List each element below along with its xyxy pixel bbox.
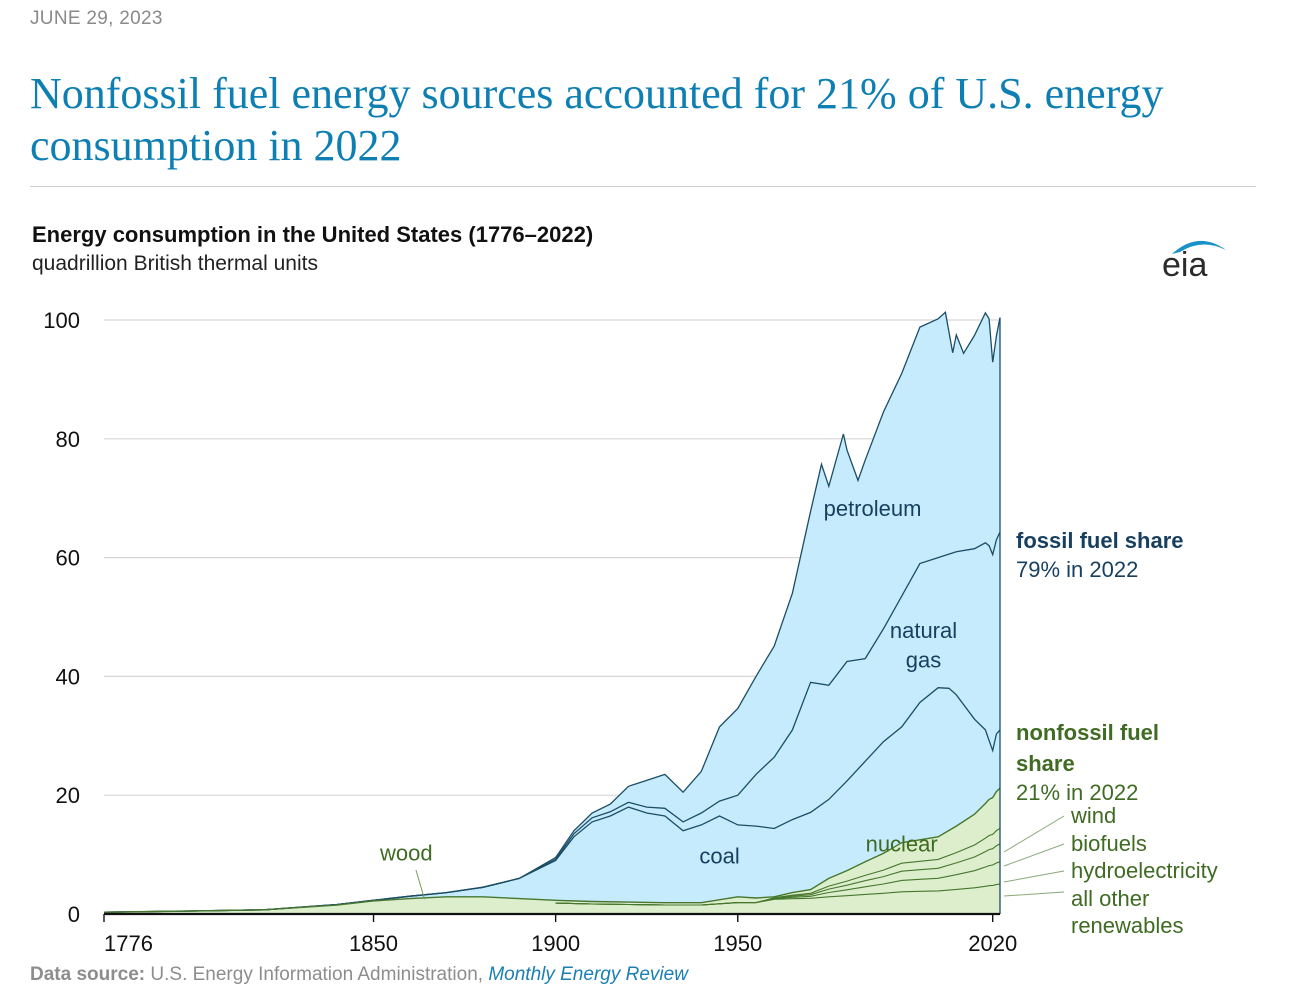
nonfossil-share-title-2: share: [1016, 751, 1075, 776]
y-tick-label: 100: [43, 308, 80, 333]
nonfossil-share-title: nonfossil fuel: [1016, 720, 1159, 745]
wood-pointer: [415, 869, 425, 900]
chart-subtitle: quadrillion British thermal units: [32, 252, 318, 275]
fossil-share-value: 79% in 2022: [1016, 557, 1138, 582]
eia-logo-swoosh: [1172, 240, 1226, 254]
y-tick-label: 60: [56, 546, 80, 571]
x-tick-label: 1850: [349, 931, 398, 956]
x-tick-label: 2020: [968, 931, 1017, 956]
y-tick-label: 20: [56, 783, 80, 808]
x-axis: 1776 1850 1900 1950 2020: [103, 912, 1017, 956]
x-tick-label: 1950: [713, 931, 762, 956]
wind-leader: [1003, 815, 1065, 853]
renewable-label: all other: [1071, 886, 1149, 911]
renewable-label: wind: [1070, 803, 1116, 828]
annotations: fossil fuel share 79% in 2022 nonfossil fu…: [1003, 528, 1218, 938]
series-label-nuclear: nuclear: [866, 832, 938, 857]
nonfossil-fuel-area: [104, 788, 1000, 914]
stacked-areas: [104, 312, 1000, 914]
y-axis: 0 20 40 60 80 100: [43, 308, 80, 927]
series-lines: [103, 311, 1001, 914]
series-label-petroleum: petroleum: [824, 496, 922, 521]
data-source: Data source: U.S. Energy Information Adm…: [30, 964, 688, 986]
x-tick-label: 1900: [531, 931, 580, 956]
renewable-label: biofuels: [1071, 831, 1147, 856]
series-labels: petroleum natural gas coal nuclear wood: [379, 496, 957, 900]
fossil-share-title: fossil fuel share: [1016, 528, 1184, 553]
series-label-natural_gas_2: gas: [906, 647, 941, 672]
renewable-label: hydroelectricity: [1071, 858, 1218, 883]
chart-title: Energy consumption in the United States …: [32, 222, 594, 247]
y-tick-label: 0: [68, 902, 80, 927]
total-line: [103, 311, 1001, 913]
data-source-label: Data source:: [30, 964, 146, 985]
publish-date: JUNE 29, 2023: [30, 8, 163, 29]
x-tick-label: 1776: [104, 931, 153, 956]
y-tick-label: 80: [56, 427, 80, 452]
biofuels-leader: [1003, 843, 1065, 867]
data-source-link[interactable]: Monthly Energy Review: [488, 964, 688, 985]
all-other-renewables-leader: [1003, 891, 1065, 897]
renewable-label: renewables: [1071, 913, 1184, 938]
headline: Nonfossil fuel energy sources accounted …: [30, 69, 1164, 170]
nonfossil-share-value: 21% in 2022: [1016, 780, 1138, 805]
nonfossil-top-line: [103, 787, 1001, 913]
eia-logo-text: eia: [1162, 246, 1207, 280]
series-label-wood: wood: [379, 841, 433, 866]
y-tick-label: 40: [56, 664, 80, 689]
wind-line: [555, 827, 1001, 906]
eia-logo: eia: [1162, 240, 1226, 280]
series-label-coal: coal: [699, 844, 739, 869]
header-divider: [30, 186, 1256, 187]
data-source-text: U.S. Energy Information Administration,: [150, 964, 484, 985]
hydroelectricity-leader: [1003, 870, 1065, 883]
series-label-natural_gas_1: natural: [890, 618, 957, 643]
fossil-fuel-area: [104, 312, 1000, 913]
